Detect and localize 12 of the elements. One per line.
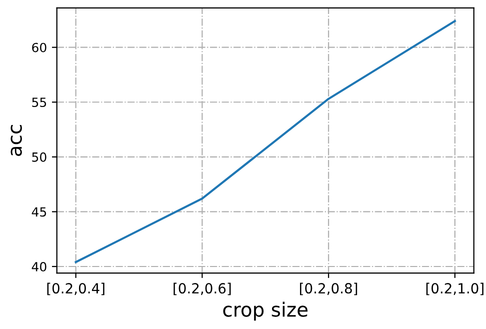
x-tick-label: [0.2,0.6] [174, 282, 231, 296]
y-tick-label: 40 [32, 262, 46, 272]
x-tick-label: [0.2,0.4] [47, 282, 104, 296]
y-tick-label: 55 [32, 98, 46, 108]
x-tick-label: [0.2,1.0] [426, 282, 484, 296]
x-axis-title: crop size [223, 302, 308, 321]
x-tick-label: [0.2,0.8] [300, 282, 358, 296]
line-series [74, 20, 456, 264]
y-axis-title: acc [10, 125, 22, 156]
y-tick-label: 60 [32, 42, 46, 52]
y-tick-label: 45 [32, 207, 46, 217]
y-tick-label: 50 [32, 152, 46, 162]
